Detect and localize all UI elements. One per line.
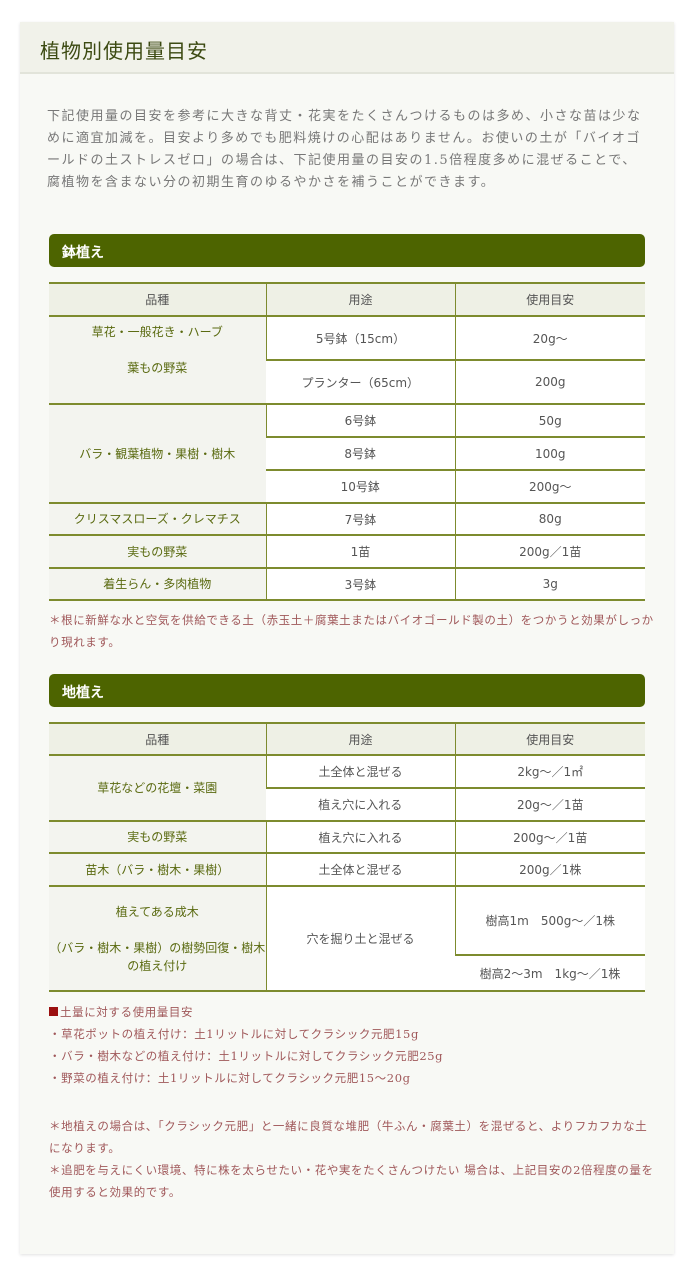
usage-cell: 3号鉢 (265, 567, 455, 601)
column-header: 品種 (49, 282, 266, 317)
usage-cell: 土全体と混ぜる (265, 852, 455, 887)
soil-item: ・野菜の植え付け：土1リットルに対してクラシック元肥15～20g (49, 1071, 411, 1085)
amount-cell: 20g～／1苗 (454, 787, 645, 822)
variety-cell: 実もの野菜 (49, 534, 266, 569)
usage-cell: 10号鉢 (266, 469, 455, 504)
soil-item: ・草花ポットの植え付け：土1リットルに対してクラシック元肥15g (49, 1027, 419, 1041)
usage-cell: 6号鉢 (265, 403, 455, 438)
amount-cell: 200g／1株 (454, 852, 645, 887)
soil-item: ・バラ・樹木などの植え付け：土1リットルに対してクラシック元肥25g (49, 1049, 444, 1063)
table-header-row: 品種 用途 使用目安 (49, 722, 645, 756)
variety-cell: クリスマスローズ・クレマチス (49, 502, 266, 536)
column-header: 用途 (265, 722, 455, 756)
section-heading-pot: 鉢植え (49, 234, 645, 267)
page-title: 植物別使用量目安 (40, 39, 208, 63)
variety-cell: バラ・観葉植物・果樹・樹木 (49, 403, 266, 504)
table-row: 植え穴に入れる 20g～／1苗 (49, 787, 645, 822)
table-row: バラ・観葉植物・果樹・樹木 6号鉢 50g (49, 403, 645, 504)
amount-cell: 200g～ (454, 469, 645, 504)
amount-cell: 2kg～／1㎡ (454, 754, 645, 789)
variety-cell: 着生らん・多肉植物 (49, 567, 266, 601)
usage-cell: 穴を掘り土と混ぜる (265, 885, 455, 992)
amount-cell: 3g (454, 567, 645, 601)
amount-cell: 樹高1m 500g～／1株 (454, 885, 645, 956)
variety-label: 植えてある成木 (115, 904, 199, 919)
variety-cell: 草花などの花壇・菜園 (49, 754, 266, 822)
soil-heading-text: 土量に対する使用量目安 (60, 1005, 194, 1019)
amount-cell: 200g (454, 359, 645, 405)
card-header: 植物別使用量目安 (20, 22, 674, 74)
soil-guide: 土量に対する使用量目安 ・草花ポットの植え付け：土1リットルに対してクラシック元… (49, 1001, 659, 1089)
footnote: ＊追肥を与えにくい環境、特に株を太らせたい・花や実をたくさんつけたい 場合は、上… (49, 1163, 654, 1199)
table-row: 8号鉢 100g (49, 436, 645, 471)
usage-cell: 8号鉢 (266, 436, 455, 471)
usage-cell: 5号鉢（15cm） (265, 315, 455, 361)
variety-cell: 植えてある成木 （バラ・樹木・果樹）の樹勢回復・樹木の植え付け (49, 885, 266, 992)
table-row: 草花などの花壇・菜園 土全体と混ぜる 2kg～／1㎡ (49, 754, 645, 822)
amount-cell: 80g (454, 502, 645, 536)
variety-cell: 苗木（バラ・樹木・果樹） (49, 852, 266, 887)
table-row: クリスマスローズ・クレマチス 7号鉢 80g (49, 502, 645, 536)
variety-label: 草花・一般花き・ハーブ (91, 325, 223, 339)
usage-guide-card: 植物別使用量目安 下記使用量の目安を参考に大きな背丈・花実をたくさんつけるものは… (20, 22, 674, 1254)
column-header: 使用目安 (454, 282, 645, 317)
variety-label: クリスマスローズ・クレマチス (73, 512, 241, 526)
footnote: ＊地植えの場合は、「クラシック元肥」と一緒に良質な堆肥（牛ふん・腐葉土）を混ぜる… (49, 1119, 648, 1155)
usage-cell: 7号鉢 (265, 502, 455, 536)
amount-cell: 200g／1苗 (454, 534, 645, 569)
amount-cell: 50g (454, 403, 645, 438)
usage-cell: プランター（65cm） (266, 359, 455, 405)
ground-usage-table: 品種 用途 使用目安 草花などの花壇・菜園 土全体と混ぜる 2kg～／1㎡ 植え穴に入れる 2… (49, 722, 645, 992)
pot-usage-table: 品種 用途 使用目安 草花・一般花き・ハーブ 葉もの野菜 5号鉢（15cm） 20g～ プラン… (49, 282, 645, 601)
amount-cell: 200g～／1苗 (454, 820, 645, 854)
amount-cell: 樹高2～3m 1kg～／1株 (455, 954, 645, 992)
column-header: 用途 (265, 282, 455, 317)
table-row: 着生らん・多肉植物 3号鉢 3g (49, 567, 645, 601)
table-row: 実もの野菜 1苗 200g／1苗 (49, 534, 645, 569)
section-heading-ground: 地植え (49, 674, 645, 707)
table-row: 10号鉢 200g～ (49, 469, 645, 504)
table-header-row: 品種 用途 使用目安 (49, 282, 645, 317)
column-header: 品種 (49, 722, 266, 756)
usage-cell: 1苗 (265, 534, 455, 569)
table-row: 植えてある成木 （バラ・樹木・果樹）の樹勢回復・樹木の植え付け 穴を掘り土と混ぜる樹… (49, 885, 645, 992)
amount-cell: 100g (454, 436, 645, 471)
variety-cell: 実もの野菜 (49, 820, 266, 854)
variety-label: バラ・観葉植物・果樹・樹木 (79, 446, 236, 461)
pot-note: ＊根に新鮮な水と空気を供給できる土（赤玉土＋腐葉土またはバイオゴールド製の土）を… (49, 613, 654, 649)
footnotes: ＊地植えの場合は、「クラシック元肥」と一緒に良質な堆肥（牛ふん・腐葉土）を混ぜる… (49, 1115, 659, 1203)
variety-label: （バラ・樹木・果樹）の樹勢回復・樹木の植え付け (49, 940, 266, 973)
table-row: 実もの野菜 植え穴に入れる 200g～／1苗 (49, 820, 645, 854)
intro-text: 下記使用量の目安を参考に大きな背丈・花実をたくさんつけるものは多め、小さな苗は少… (47, 109, 642, 190)
table-row: プランター（65cm） 200g (49, 359, 645, 405)
variety-cell: 草花・一般花き・ハーブ 葉もの野菜 (49, 315, 266, 405)
variety-label: 着生らん・多肉植物 (103, 577, 212, 591)
table-row: 草花・一般花き・ハーブ 葉もの野菜 5号鉢（15cm） 20g～ (49, 315, 645, 405)
table-row: 樹高2～3m 1kg～／1株 (49, 954, 645, 992)
variety-label: 実もの野菜 (127, 830, 188, 844)
variety-label: 実もの野菜 (127, 544, 188, 559)
variety-label: 葉もの野菜 (127, 361, 188, 375)
usage-cell: 植え穴に入れる (266, 787, 455, 822)
variety-label: 草花などの花壇・菜園 (97, 781, 218, 795)
square-bullet-icon (49, 1007, 58, 1016)
column-header: 使用目安 (454, 722, 645, 756)
variety-label: 苗木（バラ・樹木・果樹） (85, 862, 230, 877)
amount-cell: 20g～ (454, 315, 645, 361)
usage-cell: 土全体と混ぜる (265, 754, 455, 789)
table-row: 苗木（バラ・樹木・果樹） 土全体と混ぜる 200g／1株 (49, 852, 645, 887)
usage-cell: 植え穴に入れる (265, 820, 455, 854)
soil-guide-heading: 土量に対する使用量目安 (49, 1001, 659, 1023)
